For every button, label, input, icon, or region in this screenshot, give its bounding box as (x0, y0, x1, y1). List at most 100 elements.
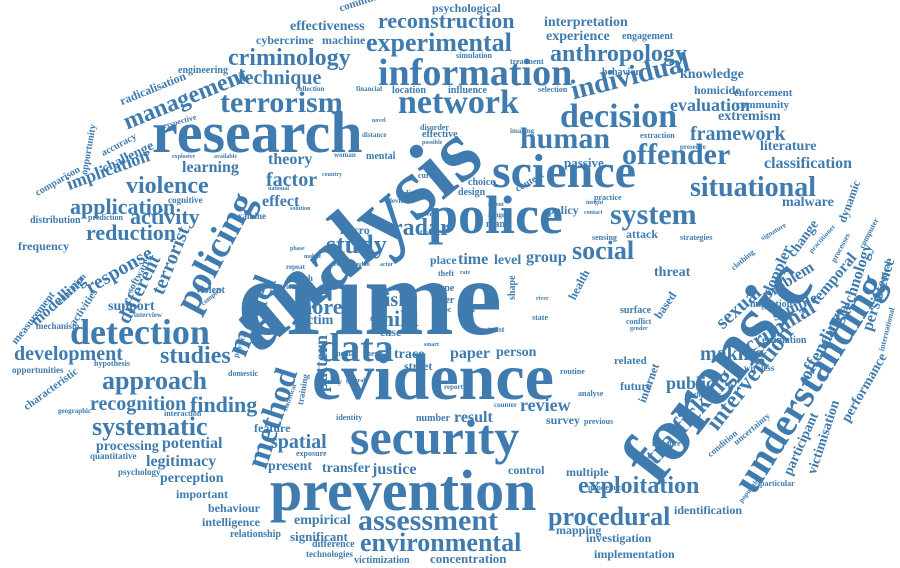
word-location: location (392, 85, 426, 96)
word-community: community (736, 99, 790, 111)
word-effect: effect (262, 193, 300, 210)
word-solution: solution (290, 206, 311, 212)
word-place: place (430, 253, 457, 267)
word-support: support (108, 299, 155, 314)
word-victimization: victimization (354, 555, 410, 566)
word-survey: survey (546, 413, 580, 427)
word-identification: identification (674, 503, 742, 517)
word-method: method (238, 363, 305, 473)
word-theory: theory (268, 151, 313, 168)
word-mobile: mobile (304, 254, 322, 260)
word-prediction: prediction (88, 213, 123, 222)
word-technique: technique (238, 67, 322, 89)
word-repeat: repeat (286, 263, 305, 271)
word-empirical: empirical (294, 513, 351, 528)
word-future: future (620, 379, 652, 393)
word-terrorism: terrorism (220, 86, 343, 119)
word-remain: remain (334, 262, 353, 268)
word-urban: urban (368, 330, 384, 336)
word-actor: actor (380, 262, 394, 268)
word-experience: experience (546, 29, 610, 44)
word-development: development (14, 343, 123, 365)
word-gender: gender (630, 326, 648, 332)
word-human: human (520, 122, 611, 155)
word-social: social (572, 236, 635, 265)
word-implementation: implementation (594, 547, 675, 561)
word-exploitation: exploitation (578, 473, 700, 499)
word-situational: situational (690, 172, 817, 203)
word-prevention: prevention (270, 458, 537, 523)
word-activity: activity (130, 204, 200, 229)
word-design: design (458, 187, 486, 198)
word-presence: presence (680, 143, 706, 151)
word-smart: smart (424, 342, 439, 348)
word-reconstruction: reconstruction (378, 8, 515, 33)
word-analyse: analyse (578, 389, 604, 398)
word-spatial: spatial (270, 431, 327, 453)
word-signature: signature (759, 221, 788, 243)
word-intelligence: intelligence (202, 515, 260, 529)
word-current: current (418, 171, 444, 180)
word-river: river (536, 296, 549, 302)
word-engineering: engineering (178, 65, 228, 76)
word-reduction: reduction (86, 220, 177, 245)
word-treatment: treatment (510, 57, 544, 66)
word-novel: novel (372, 118, 386, 124)
word-health: health (565, 267, 593, 303)
word-proc: proc (436, 305, 452, 314)
word-digital: digital (404, 189, 426, 198)
word-hypothesis: hypothesis (94, 359, 131, 368)
word-result: result (454, 409, 493, 426)
word-impact: impact (461, 290, 475, 326)
word-knowledge: knowledge (680, 67, 744, 82)
word-criminology: criminology (228, 45, 351, 71)
word-important: important (176, 487, 228, 501)
word-violent: violent (196, 285, 225, 296)
word-particular: particular (760, 479, 795, 488)
word-radar: radar (392, 215, 451, 241)
word-dynamic: dynamic (835, 178, 864, 225)
word-interview: interview (134, 311, 162, 319)
word-review: review (520, 395, 571, 415)
word-financial: financial (356, 85, 383, 93)
word-cognitive: cognitive (168, 195, 203, 205)
word-general: general (346, 378, 365, 384)
word-studies: studies (160, 343, 231, 369)
word-mental: mental (366, 151, 396, 162)
word-potential: potential (162, 435, 223, 452)
word-disorder: disorder (420, 123, 449, 132)
word-multiple: multiple (566, 465, 609, 479)
word-public: public (666, 373, 715, 393)
word-theft: theft (438, 269, 454, 278)
word-effectiveness: effectiveness (290, 19, 365, 34)
word-malware: malware (782, 195, 834, 210)
word-rate: rate (460, 270, 471, 276)
word-factor: factor (266, 169, 318, 191)
word-theories: theories (694, 391, 718, 399)
word-case: case (380, 325, 402, 339)
word-feature: feature (254, 421, 291, 435)
word-passive: passive (564, 155, 604, 170)
word-phase: phase (290, 246, 305, 252)
word-counter: counter (494, 401, 517, 409)
word-frequency: frequency (18, 239, 70, 253)
word-classification: classification (764, 155, 852, 172)
word-procedural: procedural (548, 502, 671, 531)
word-application: application (70, 194, 176, 219)
word-data: data (318, 325, 394, 370)
word-number: number (416, 413, 450, 424)
word-psychology: psychology (118, 467, 161, 477)
word-finding: finding (190, 392, 258, 417)
word-enforcement: enforcement (734, 87, 793, 99)
word-processing: processing (96, 439, 159, 454)
word-interpretation: interpretation (544, 15, 628, 30)
word-user: user (436, 295, 455, 306)
word-threat: threat (654, 265, 691, 280)
word-paper: paper (450, 345, 490, 362)
word-security: security (350, 409, 520, 465)
word-many: many (486, 219, 510, 230)
word-range: range (488, 211, 506, 219)
word-decision: decision (560, 98, 678, 135)
word-more: more (294, 294, 343, 319)
